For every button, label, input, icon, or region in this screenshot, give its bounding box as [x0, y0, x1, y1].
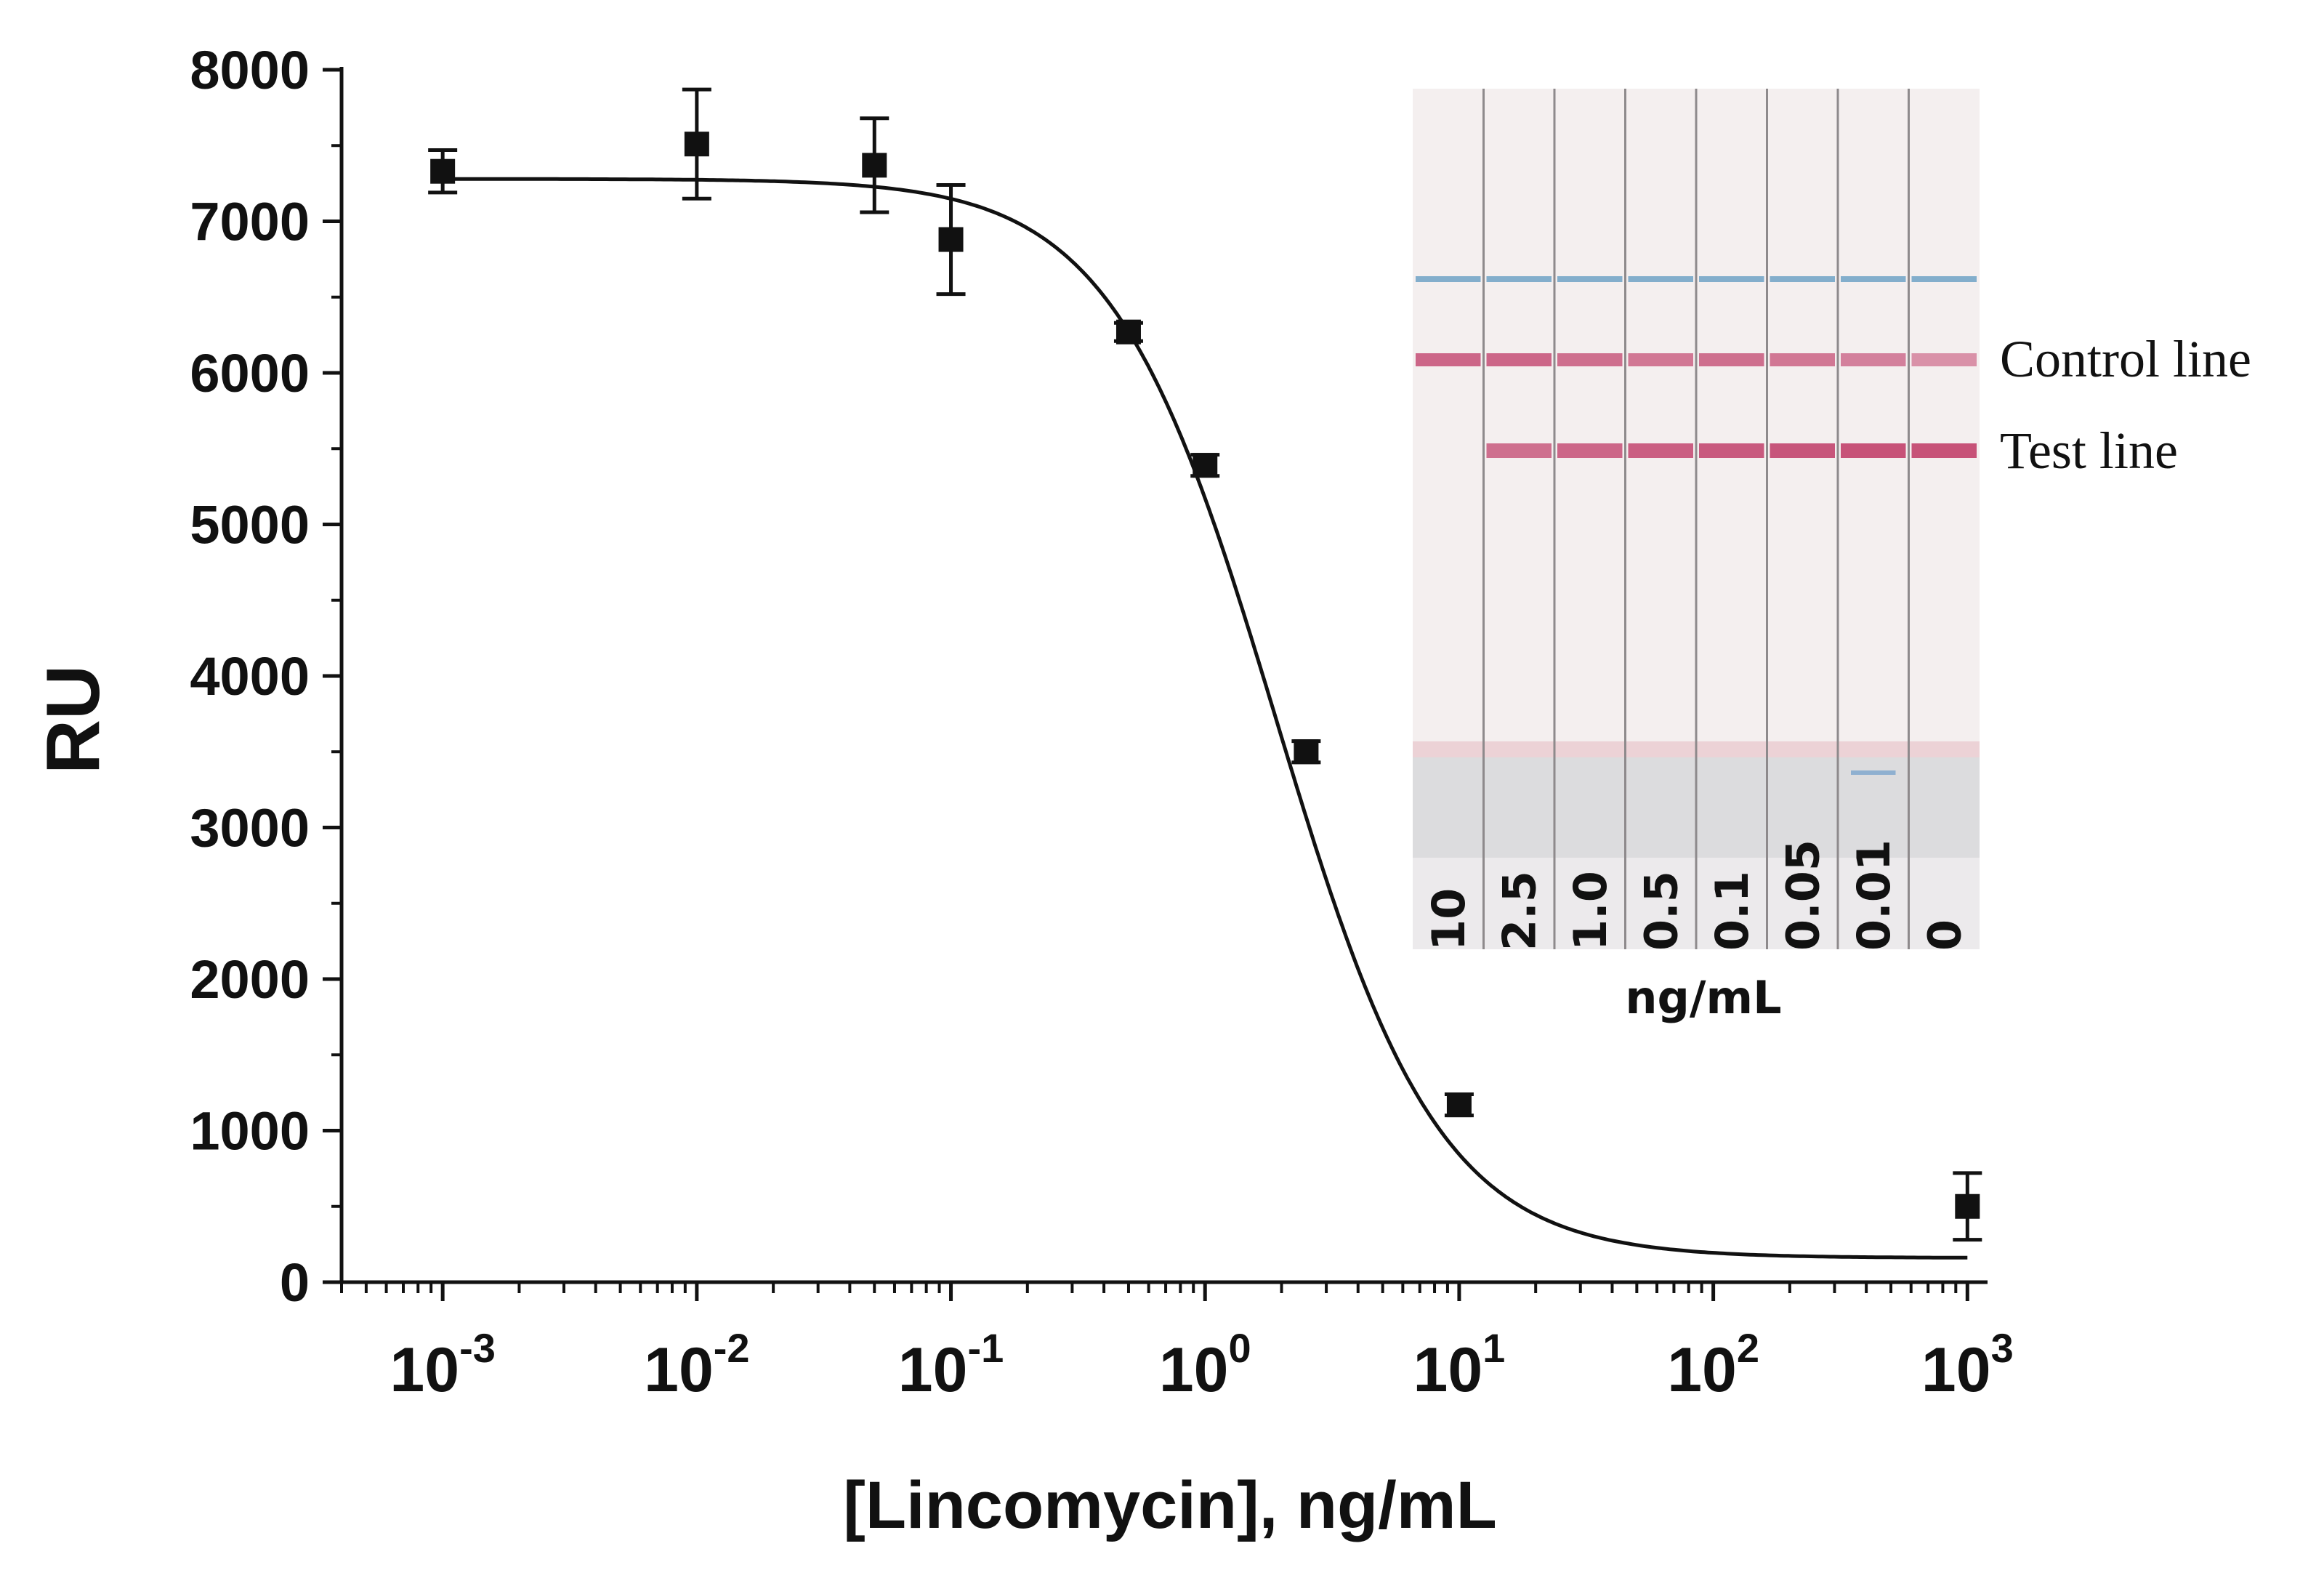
x-tick-label: 10-1	[898, 1325, 1004, 1405]
y-tick-label: 6000	[190, 343, 310, 403]
strip-test-line	[1770, 443, 1835, 458]
strip-concentration-label: 0.5	[1634, 871, 1687, 951]
data-point-marker	[862, 153, 887, 178]
strip-blue-line	[1911, 276, 1977, 282]
x-tick-exponent: 0	[1228, 1325, 1251, 1371]
control-line-label: Control line	[2000, 330, 2251, 388]
strip-control-line	[1770, 353, 1835, 366]
x-tick-base: 10	[644, 1335, 714, 1405]
x-tick-exponent: 3	[1991, 1325, 2014, 1371]
strip-blue-mark	[1851, 770, 1896, 775]
data-point-marker	[1446, 1092, 1472, 1118]
strip-unit-label: ng/mL	[1625, 971, 1781, 1024]
strip-concentration-label: 1.0	[1564, 871, 1617, 951]
x-tick-base: 10	[898, 1335, 968, 1405]
strip-control-line	[1416, 353, 1481, 366]
strip-test-line	[1557, 443, 1623, 458]
y-tick-label: 5000	[190, 495, 310, 555]
strip-blue-line	[1628, 276, 1693, 282]
strip-control-line	[1628, 353, 1693, 366]
strip-control-line	[1557, 353, 1623, 366]
strip-blue-line	[1486, 276, 1552, 282]
data-point-marker	[1294, 739, 1319, 765]
strip-test-line	[1628, 443, 1693, 458]
y-tick-label: 7000	[190, 192, 310, 252]
axis-labels-layer: RU [Lincomycin], ng/mL	[31, 665, 1497, 1542]
strip-blue-line	[1557, 276, 1623, 282]
data-point-marker	[684, 132, 709, 157]
x-tick-exponent: 1	[1482, 1325, 1505, 1371]
x-tick-exponent: -1	[967, 1325, 1004, 1371]
test-strip-photo-inset: 10 2.5 1.0 0.5 0.1 0.05 0.01 0 ng/mL Control line…	[1413, 89, 2251, 1024]
strip-blue-line	[1416, 276, 1481, 282]
data-point-marker	[938, 227, 964, 252]
strip-control-line	[1699, 353, 1764, 366]
strip-control-line	[1911, 353, 1977, 366]
x-tick-base: 10	[390, 1335, 459, 1405]
x-tick-label: 101	[1413, 1325, 1506, 1405]
strip-control-line	[1841, 353, 1906, 366]
strip-test-line	[1699, 443, 1764, 458]
y-tick-label: 3000	[190, 798, 310, 858]
y-tick-label: 1000	[190, 1101, 310, 1162]
x-tick-label: 100	[1159, 1325, 1251, 1405]
data-point-marker	[430, 158, 456, 184]
strip-blue-line	[1699, 276, 1764, 282]
strip-test-line	[1841, 443, 1906, 458]
x-tick-base: 10	[1667, 1335, 1737, 1405]
strip-control-line	[1486, 353, 1552, 366]
x-tick-label: 10-2	[644, 1325, 749, 1405]
strip-test-line	[1486, 443, 1552, 458]
x-tick-exponent: -2	[714, 1325, 750, 1371]
strip-test-line	[1911, 443, 1977, 458]
strip-blue-line	[1770, 276, 1835, 282]
y-axis-title: RU	[31, 665, 116, 774]
data-points-layer	[428, 87, 1982, 1242]
data-point-marker	[1193, 453, 1218, 478]
x-tick-base: 10	[1921, 1335, 1991, 1405]
y-tick-label: 8000	[190, 40, 310, 100]
strip-concentration-label: 0.05	[1776, 840, 1829, 951]
x-tick-label: 102	[1667, 1325, 1759, 1405]
x-axis-title: [Lincomycin], ng/mL	[843, 1468, 1497, 1542]
x-tick-base: 10	[1159, 1335, 1229, 1405]
data-point-marker	[1115, 319, 1141, 345]
y-tick-label: 4000	[190, 646, 310, 706]
data-point-marker	[1955, 1193, 1980, 1219]
strip-concentration-label: 10	[1422, 888, 1475, 951]
x-tick-label: 103	[1921, 1325, 2014, 1405]
strip-concentration-label: 0.01	[1847, 840, 1900, 951]
x-tick-exponent: 2	[1737, 1325, 1759, 1371]
strip-blue-line	[1841, 276, 1906, 282]
strip-concentration-label: 0	[1918, 919, 1971, 951]
y-tick-label: 0	[280, 1252, 310, 1313]
strip-concentration-label: 2.5	[1493, 871, 1546, 951]
test-line-label: Test line	[2000, 422, 2178, 480]
x-tick-exponent: -3	[459, 1325, 496, 1371]
x-tick-base: 10	[1413, 1335, 1483, 1405]
y-tick-label: 2000	[190, 949, 310, 1010]
x-tick-label: 10-3	[390, 1325, 495, 1405]
strip-concentration-label: 0.1	[1706, 871, 1759, 951]
